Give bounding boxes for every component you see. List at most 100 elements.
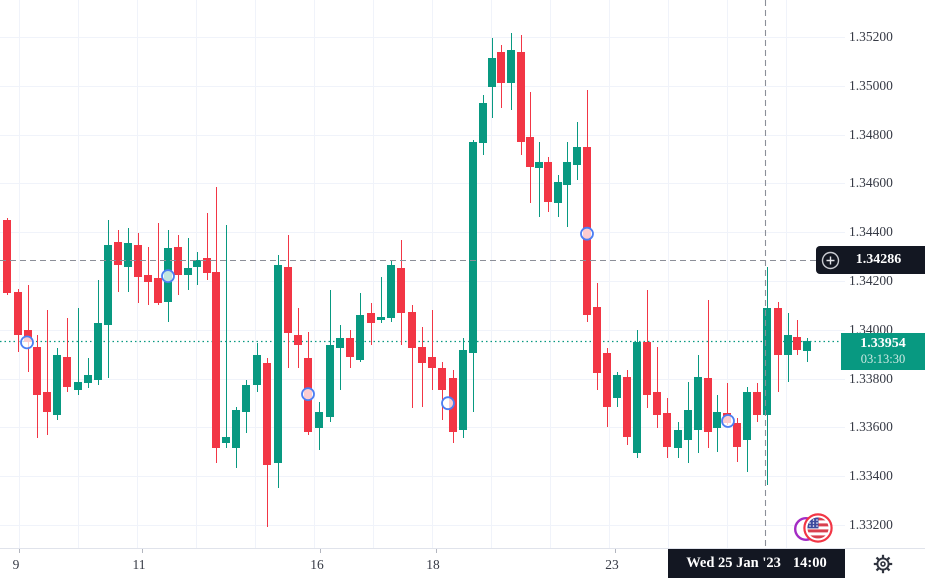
candle-up: [253, 343, 261, 392]
circle-plus-icon: [821, 251, 840, 269]
candle-down: [704, 300, 712, 448]
candle-down: [663, 398, 671, 458]
candle-down: [544, 157, 552, 212]
candle-body: [53, 355, 61, 416]
candle-body: [554, 182, 562, 204]
candle-body: [274, 265, 282, 464]
candle-down: [63, 318, 71, 392]
candle-body: [623, 377, 631, 438]
candle-body: [563, 162, 571, 186]
candle-down: [793, 320, 801, 356]
candle-body: [774, 308, 782, 356]
candle-up: [356, 293, 364, 362]
candlestick-chart[interactable]: [0, 0, 845, 548]
candle-up: [507, 33, 515, 110]
candle-up: [184, 238, 192, 290]
candle-body: [84, 375, 92, 384]
candle-body: [763, 308, 771, 416]
candle-body: [124, 243, 132, 268]
candle-body: [753, 392, 761, 416]
candle-body: [603, 353, 611, 408]
candle-down: [583, 90, 591, 322]
candle-body: [222, 437, 230, 444]
candle-down: [346, 330, 354, 368]
trade-marker-circle[interactable]: [580, 226, 594, 241]
candle-body: [203, 258, 211, 274]
trade-marker-circle[interactable]: [721, 414, 735, 428]
candle-body: [428, 357, 436, 369]
time-tick-label: 11: [132, 557, 146, 572]
candle-down: [653, 347, 661, 428]
time-tick-label: 16: [310, 557, 324, 572]
candle-up: [684, 382, 692, 464]
candle-body: [294, 335, 302, 346]
candle-body: [94, 323, 102, 380]
candle-body: [114, 242, 122, 266]
candle-up: [222, 225, 230, 448]
price-tick-label: 1.34400: [849, 224, 893, 240]
timezone-settings-button[interactable]: [871, 553, 895, 575]
candle-down: [774, 302, 782, 392]
candle-down: [263, 358, 271, 528]
candle-up: [763, 267, 771, 486]
candle-body: [517, 52, 525, 142]
candle-body: [438, 368, 446, 390]
candle-up: [573, 122, 581, 180]
candle-up: [124, 228, 132, 292]
candle-up: [784, 313, 792, 382]
candle-down: [603, 348, 611, 428]
time-tick-mark: [142, 549, 143, 553]
time-tick-label: 9: [12, 557, 20, 572]
add-alert-plus-button[interactable]: [821, 251, 840, 270]
candle-body: [713, 412, 721, 429]
candle-up: [315, 402, 323, 450]
candle-body: [387, 265, 395, 318]
candle-body: [459, 350, 467, 430]
crosshair-price-value: 1.34286: [855, 252, 902, 267]
time-tick-mark: [436, 549, 437, 553]
candle-body: [174, 247, 182, 276]
price-tick-label: 1.35000: [849, 77, 893, 93]
candle-down: [134, 233, 142, 304]
candle-body: [497, 52, 505, 84]
candle-body: [397, 268, 405, 314]
candle-down: [174, 235, 182, 296]
candle-body: [3, 220, 11, 294]
candle-down: [114, 230, 122, 292]
candle-up: [242, 380, 250, 434]
candle-body: [356, 315, 364, 360]
price-tick-label: 1.33600: [849, 419, 893, 435]
price-axis[interactable]: 1.35200 1.35000 1.34800 1.34600 1.34400 1.342…: [845, 0, 925, 548]
candle-body: [593, 307, 601, 374]
gear-icon: [873, 554, 893, 574]
candle-up: [94, 280, 102, 386]
candle-body: [154, 278, 162, 304]
trade-marker-circle[interactable]: [441, 396, 455, 411]
trade-marker-circle[interactable]: [301, 387, 315, 402]
candle-body: [653, 392, 661, 416]
trade-marker-circle[interactable]: [161, 269, 175, 284]
candle-down: [517, 35, 525, 156]
candle-body: [613, 375, 621, 398]
candle-body: [74, 382, 82, 390]
candle-body: [134, 245, 142, 278]
trade-marker-circle[interactable]: [20, 335, 34, 350]
candle-body: [184, 268, 192, 276]
candle-body: [803, 341, 811, 351]
crosshair-time-label: Wed 25 Jan '23 14:00: [668, 549, 845, 578]
candle-up: [563, 142, 571, 228]
candle-body: [346, 338, 354, 357]
price-tick-label: 1.35200: [849, 29, 893, 45]
candle-up: [104, 220, 112, 378]
candle-up: [336, 325, 344, 390]
time-tick-label: 23: [605, 557, 619, 572]
candle-up: [193, 252, 201, 286]
candle-up: [694, 355, 702, 454]
price-tick-label: 1.33800: [849, 370, 893, 386]
last-price-label: 1.33954 03:13:30: [841, 332, 925, 370]
candle-down: [497, 45, 505, 108]
economic-event-icons[interactable]: [786, 503, 850, 549]
candle-up: [232, 407, 240, 468]
time-tick-mark: [19, 549, 20, 553]
